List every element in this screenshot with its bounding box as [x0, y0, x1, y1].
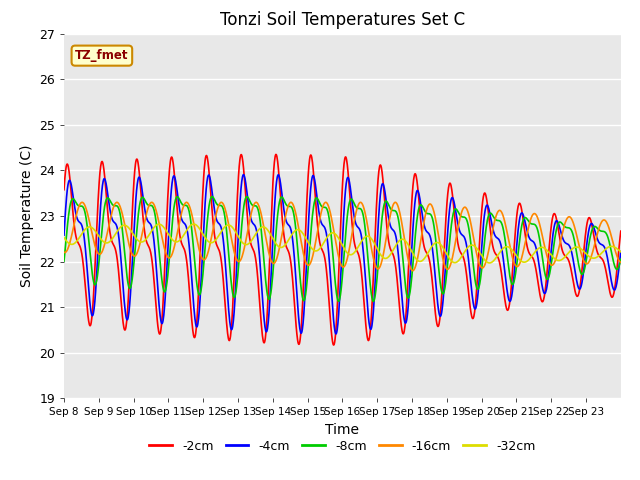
-16cm	[328, 218, 336, 224]
-32cm	[147, 229, 155, 235]
-2cm	[60, 187, 68, 192]
X-axis label: Time: Time	[325, 423, 360, 437]
-4cm	[240, 172, 248, 178]
-2cm	[330, 342, 337, 348]
-32cm	[60, 235, 68, 240]
Line: -4cm: -4cm	[64, 175, 621, 334]
Y-axis label: Soil Temperature (C): Soil Temperature (C)	[20, 145, 33, 287]
-4cm	[317, 220, 325, 226]
-8cm	[317, 204, 325, 209]
-32cm	[328, 230, 336, 236]
-16cm	[317, 208, 325, 214]
-8cm	[60, 258, 68, 264]
-16cm	[78, 200, 86, 205]
-8cm	[617, 256, 625, 262]
-32cm	[617, 249, 625, 255]
-2cm	[317, 246, 325, 252]
-8cm	[369, 299, 377, 304]
-2cm	[611, 288, 618, 294]
-32cm	[189, 221, 197, 227]
Line: -2cm: -2cm	[64, 155, 621, 345]
-16cm	[617, 260, 625, 265]
-2cm	[556, 236, 564, 242]
-2cm	[474, 261, 482, 267]
-32cm	[611, 244, 618, 250]
-4cm	[328, 298, 336, 303]
-32cm	[317, 243, 325, 249]
-16cm	[409, 268, 417, 274]
Legend: -2cm, -4cm, -8cm, -16cm, -32cm: -2cm, -4cm, -8cm, -16cm, -32cm	[145, 435, 540, 458]
-4cm	[474, 288, 482, 294]
Text: TZ_fmet: TZ_fmet	[75, 49, 129, 62]
-32cm	[474, 247, 482, 252]
-8cm	[556, 219, 564, 225]
-2cm	[617, 228, 625, 234]
Line: -32cm: -32cm	[64, 224, 621, 263]
-16cm	[611, 244, 618, 250]
-16cm	[60, 250, 68, 255]
Line: -8cm: -8cm	[64, 196, 621, 301]
-2cm	[147, 252, 155, 257]
-8cm	[474, 286, 482, 292]
-32cm	[486, 260, 493, 266]
-4cm	[611, 287, 618, 293]
-2cm	[328, 336, 336, 341]
-16cm	[474, 258, 482, 264]
-16cm	[556, 241, 564, 247]
-8cm	[611, 262, 618, 267]
-8cm	[208, 193, 216, 199]
Line: -16cm: -16cm	[64, 203, 621, 271]
Title: Tonzi Soil Temperatures Set C: Tonzi Soil Temperatures Set C	[220, 11, 465, 29]
-16cm	[148, 200, 156, 205]
-4cm	[147, 222, 155, 228]
-8cm	[328, 242, 336, 248]
-4cm	[60, 232, 68, 238]
-4cm	[332, 331, 340, 337]
-32cm	[556, 258, 564, 264]
-8cm	[147, 203, 155, 208]
-4cm	[556, 226, 564, 231]
-2cm	[272, 152, 280, 157]
-4cm	[617, 249, 625, 254]
